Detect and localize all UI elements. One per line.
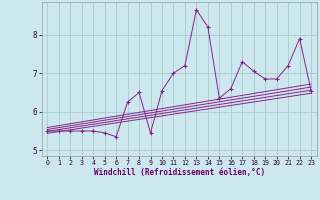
X-axis label: Windchill (Refroidissement éolien,°C): Windchill (Refroidissement éolien,°C)	[94, 168, 265, 177]
